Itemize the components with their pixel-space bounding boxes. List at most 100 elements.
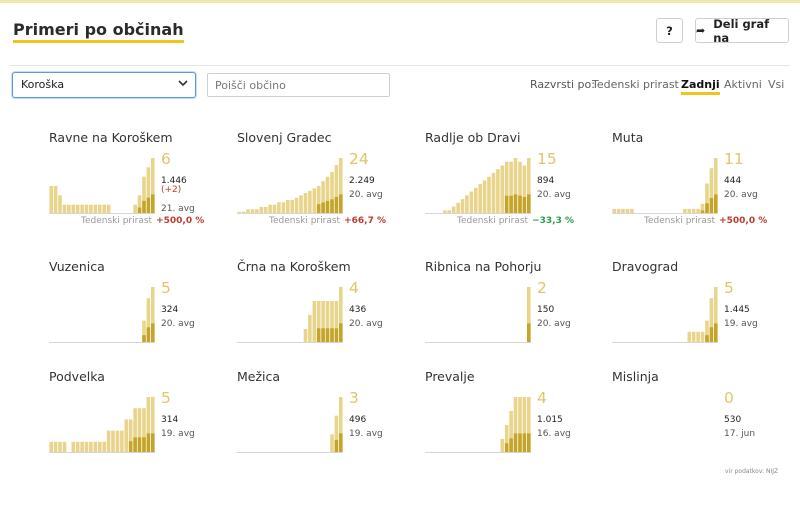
chart-bar [334,415,339,453]
chart-bar [527,287,531,343]
chart-bar [263,207,268,214]
data-source: vir podatkov: NIJZ [725,468,779,475]
chart-bar [111,430,115,453]
municipality-card[interactable]: Vuzenica 5 324 20. avg [49,259,219,364]
municipality-card[interactable]: Podvelka 5 314 19. avg [49,369,219,474]
chart-bar [299,195,303,214]
municipality-card[interactable]: Prevalje 4 1.015 16. avg [425,369,595,474]
total-cases-value: 1.446 [161,176,187,186]
weekly-growth-value: +66,7 % [344,216,386,226]
chart-bar [49,186,53,214]
sort-label: Razvrsti po: [530,78,595,91]
chart-bar [325,176,330,214]
chart-bar-highlight [522,197,527,214]
municipality-card[interactable]: Slovenj Gradec 24 2.249 20. avg Tedenski pri… [237,130,407,235]
chart-bar [146,167,151,214]
sort-option-weekly-growth[interactable]: Tedenski prirast [592,78,679,91]
chart-bar [700,203,705,214]
region-select[interactable]: Koroška [12,72,196,98]
chart-bar [500,439,505,453]
chart-bar [527,397,531,453]
chart-bar-highlight [151,194,155,214]
sort-option-active[interactable]: Aktivni [724,78,762,91]
chart-bar [237,211,241,214]
chart-bar [246,209,250,214]
municipality-card[interactable]: Radlje ob Dravi 15 894 20. avg Tedenski prir… [425,130,595,235]
chart-bar [290,200,294,214]
total-cases-value: 1.015 [537,415,563,425]
daily-delta: (+2) [161,185,182,195]
chart-bar [330,434,334,453]
chart-bar [709,168,714,214]
total-cases-value: 2.249 [349,176,375,186]
sort-option-latest[interactable]: Zadnji [681,78,720,95]
chart-bar [474,187,478,214]
chart-bar [272,204,277,214]
chart-bar [487,176,491,214]
chart-bar [294,197,299,214]
municipality-bar-chart [49,287,155,343]
last-update-date: 20. avg [349,319,383,329]
municipality-bar-chart [425,158,531,214]
chart-bar [142,320,146,343]
chart-bar [268,204,272,214]
chart-bar-highlight [518,195,522,214]
chart-bar [513,397,518,453]
chart-bar [67,204,71,214]
chart-bar [334,165,339,214]
chevron-down-icon [178,80,188,87]
municipality-card[interactable]: Dravograd 5 1.445 19. avg [612,259,782,364]
last-update-date: 16. avg [537,429,571,439]
help-button[interactable]: ? [656,18,683,43]
total-cases-value: 1.445 [724,305,750,315]
chart-bar-highlight [339,194,343,214]
municipality-name: Muta [612,130,644,145]
chart-bar [316,301,321,343]
municipality-search-input[interactable]: Poišči občino [207,73,390,97]
chart-bar [527,158,531,214]
municipality-card[interactable]: Črna na Koroškem 4 436 20. avg [237,259,407,364]
municipality-card[interactable]: Mislinja 0 530 17. jun [612,369,782,474]
active-cases-value: 5 [161,389,171,407]
active-cases-value: 24 [349,150,369,168]
municipality-card[interactable]: Mežica 3 496 19. avg [237,369,407,474]
sort-option-all[interactable]: Vsi [768,78,785,91]
chart-bar [106,204,111,214]
chart-bar-highlight [700,210,705,214]
chart-bar [491,172,496,214]
chart-bar [339,158,343,214]
municipality-card[interactable]: Muta 11 444 20. avg Tedenski prirast +500,0 % [612,130,782,235]
chart-bar [509,161,513,214]
chart-bar-highlight [142,437,146,453]
top-accent-line [0,0,800,3]
chart-bar [714,158,718,214]
weekly-growth-value: +500,0 % [156,216,205,226]
chart-bar [700,331,705,343]
chart-bar [714,287,718,343]
chart-bar [115,430,120,453]
chart-bar [303,329,308,343]
share-arrow-icon: ➦ [696,24,706,37]
chart-bar [312,301,317,343]
chart-bar [482,180,487,214]
active-cases-value: 6 [161,150,171,168]
municipality-bar-chart [612,397,718,453]
municipality-bar-chart [49,397,155,453]
chart-bar-highlight [509,438,513,453]
chart-bar-highlight [146,197,151,214]
chart-bar [58,195,62,214]
region-select-value: Koroška [21,78,65,91]
municipality-card[interactable]: Ravne na Koroškem 6 1.446 (+2) 21. avg Tedens… [49,130,219,235]
chart-bar [478,184,482,214]
share-button[interactable]: ➦ Deli graf na [695,17,789,45]
chart-bar [84,204,89,214]
weekly-growth-value: −33,3 % [532,216,574,226]
municipality-card[interactable]: Ribnica na Pohorju 2 150 20. avg [425,259,595,364]
chart-bar [334,301,339,343]
chart-bar [316,186,321,214]
chart-bar-highlight [339,433,343,453]
municipality-name: Mislinja [612,369,659,384]
chart-bar-highlight [513,433,518,453]
chart-bar-highlight [330,328,334,343]
last-update-date: 17. jun [724,429,756,439]
